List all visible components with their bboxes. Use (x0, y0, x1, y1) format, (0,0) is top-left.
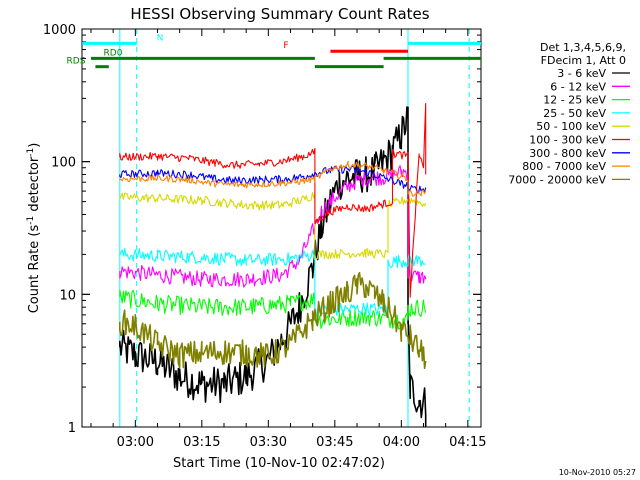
series-line-7 (119, 160, 427, 197)
series-line-3 (119, 248, 426, 318)
flag-bars: N F RD0 RDS (67, 33, 481, 69)
y-tick-label: 1 (68, 421, 76, 436)
series-line-4 (119, 192, 427, 260)
x-tick-label: 03:45 (316, 435, 353, 450)
legend-label: 3 - 6 keV (557, 67, 606, 80)
legend-label: 12 - 25 keV (543, 94, 606, 107)
y-tick-label: 100 (51, 156, 76, 171)
series-line-2 (119, 289, 427, 330)
x-axis-label: Start Time (10-Nov-10 02:47:02) (173, 456, 385, 471)
legend-label: 6 - 12 keV (550, 80, 606, 93)
x-tick-label: 04:15 (449, 435, 486, 450)
series-line-6 (119, 165, 427, 194)
legend-header: FDecim 1, Att 0 (541, 54, 626, 67)
plot-frame (81, 28, 482, 428)
y-axis-label: Count Rate (s-1 detector-1) (26, 143, 42, 314)
series-line-1 (119, 165, 427, 288)
legend-label: 800 - 7000 keV (522, 160, 606, 173)
flag-label-n: N (157, 33, 164, 43)
legend-label: 300 - 800 keV (529, 147, 606, 160)
series-line-0 (119, 106, 427, 427)
legend-header: Det 1,3,4,5,6,9, (540, 41, 626, 54)
chart-area: 03:00 03:15 03:30 03:45 04:00 04:15 1 10 100 100… (43, 23, 487, 450)
flag-label-f: F (283, 41, 288, 51)
y-axis: 1 10 100 1000 (43, 23, 481, 436)
x-axis: 03:00 03:15 03:30 03:45 04:00 04:15 (90, 29, 487, 450)
series-layer (119, 29, 470, 427)
legend-label: 50 - 100 keV (536, 120, 606, 133)
x-tick-label: 03:15 (183, 435, 220, 450)
series-line-8 (119, 271, 427, 370)
legend: Det 1,3,4,5,6,9,FDecim 1, Att 03 - 6 keV… (508, 41, 630, 186)
legend-label: 25 - 50 keV (543, 107, 606, 120)
flag-label-rd0: RD0 (104, 48, 123, 58)
flag-label-rds: RDS (67, 57, 86, 67)
legend-label: 7000 - 20000 keV (508, 173, 606, 186)
series-line-5 (119, 102, 427, 298)
footer-timestamp: 10-Nov-2010 05:27 (559, 468, 636, 477)
legend-label: 100 - 300 keV (529, 134, 606, 147)
chart-title: HESSI Observing Summary Count Rates (130, 5, 429, 23)
x-tick-label: 03:30 (250, 435, 287, 450)
x-tick-label: 03:00 (117, 435, 154, 450)
x-tick-label: 04:00 (383, 435, 420, 450)
y-tick-label: 1000 (43, 23, 76, 38)
y-tick-label: 10 (59, 288, 76, 303)
